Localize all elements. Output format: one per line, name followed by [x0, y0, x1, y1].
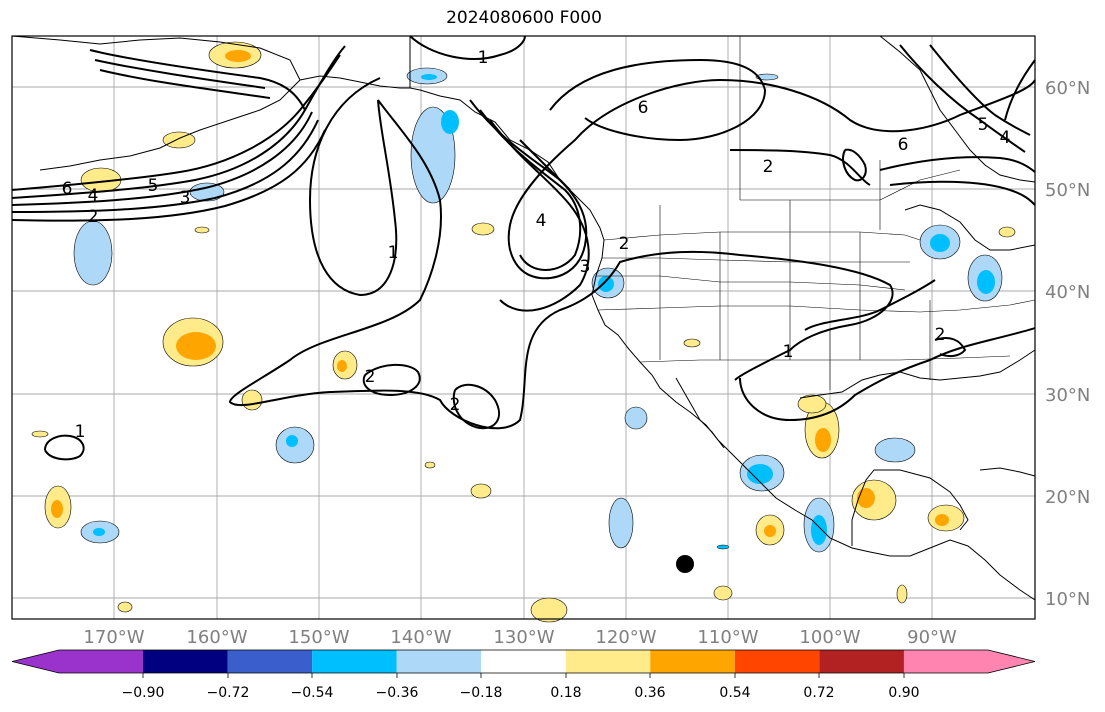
lat-label: 40°N [1045, 282, 1090, 303]
contour-label: 2 [365, 367, 376, 387]
map-background [12, 36, 1035, 619]
lon-label: 150°W [288, 627, 349, 648]
lat-label: 20°N [1045, 487, 1090, 508]
negative-anomaly-area [73, 67, 1003, 553]
contour-label: 1 [75, 422, 86, 442]
colorbar-segment [143, 650, 228, 673]
colorbar-tick-label: 0.72 [803, 685, 834, 701]
colorbar-extend-low [12, 650, 59, 673]
latitude-labels: 60°N 50°N 40°N 30°N 20°N 10°N [1045, 78, 1090, 610]
lon-label: 130°W [493, 627, 554, 648]
contour-label: 2 [619, 234, 630, 254]
contour-label: 4 [536, 211, 547, 231]
contour-label: 2 [450, 395, 461, 415]
colorbar-segment [396, 650, 482, 673]
colorbar-tick-label: 0.90 [888, 685, 919, 701]
colorbar-segment [734, 650, 820, 673]
lon-label: 120°W [595, 627, 656, 648]
contour-label: 3 [580, 257, 591, 277]
lat-label: 10°N [1045, 589, 1090, 610]
contour-label: 6 [638, 98, 649, 118]
map-frame [11, 35, 1036, 620]
colorbar-tick-label: 0.54 [719, 685, 750, 701]
contour-label: 2 [88, 207, 99, 227]
lat-label: 60°N [1045, 78, 1090, 99]
lon-label: 100°W [799, 627, 860, 648]
colorbar-tick-label: −0.90 [122, 685, 165, 701]
coastlines [11, 35, 1036, 601]
colorbar-tick-label: 0.18 [550, 685, 581, 701]
longitude-labels: 170°W 160°W 150°W 140°W 130°W 120°W 110°… [83, 627, 957, 648]
shaded-anomalies [31, 41, 1016, 623]
colorbar-tick-label: 0.36 [634, 685, 665, 701]
contour-label: 4 [88, 186, 99, 206]
location-marker [676, 555, 694, 573]
colorbar-tick-label: −0.54 [291, 685, 334, 701]
lon-label: 140°W [390, 627, 451, 648]
colorbar-segment [59, 650, 143, 673]
lat-label: 50°N [1045, 180, 1090, 201]
colorbar-segment [481, 650, 566, 673]
colorbar-tick-label: −0.36 [376, 685, 419, 701]
contour-label: 2 [935, 325, 946, 345]
contour-label: 5 [148, 176, 159, 196]
contour-label: 6 [62, 179, 73, 199]
state-boundaries [596, 36, 1036, 390]
contour-label: 5 [978, 115, 989, 135]
colorbar-segment [819, 650, 904, 673]
map-title: 2024080600 F000 [446, 8, 602, 28]
contour-label: 3 [180, 188, 191, 208]
colorbar-extend-high [988, 650, 1035, 673]
colorbar [11, 649, 1036, 678]
contour-lines [11, 35, 1036, 461]
contour-label: 1 [478, 48, 489, 68]
colorbar-segment [565, 650, 651, 673]
colorbar-tick-label: −0.72 [207, 685, 250, 701]
colorbar-tick-label: −0.18 [460, 685, 503, 701]
contour-label: 6 [898, 135, 909, 155]
colorbar-tick-labels: −0.90 −0.72 −0.54 −0.36 −0.18 0.18 0.36 … [122, 685, 920, 701]
lat-label: 30°N [1045, 385, 1090, 406]
lon-label: 160°W [186, 627, 247, 648]
contour-label: 2 [763, 157, 774, 177]
lon-label: 110°W [697, 627, 758, 648]
contour-label: 4 [1000, 128, 1011, 148]
contour-labels: 1 1 1 1 2 2 2 2 2 2 3 3 4 4 4 5 5 6 6 6 [62, 48, 1011, 442]
lon-label: 90°W [907, 627, 957, 648]
colorbar-segment [227, 650, 313, 673]
colorbar-segment [903, 650, 988, 673]
colorbar-segment [312, 650, 397, 673]
gridlines [12, 36, 1035, 619]
lon-label: 170°W [83, 627, 144, 648]
contour-label: 1 [388, 243, 399, 263]
colorbar-segment [650, 650, 735, 673]
colorbar-outline [11, 649, 1036, 674]
contour-label: 1 [783, 342, 794, 362]
